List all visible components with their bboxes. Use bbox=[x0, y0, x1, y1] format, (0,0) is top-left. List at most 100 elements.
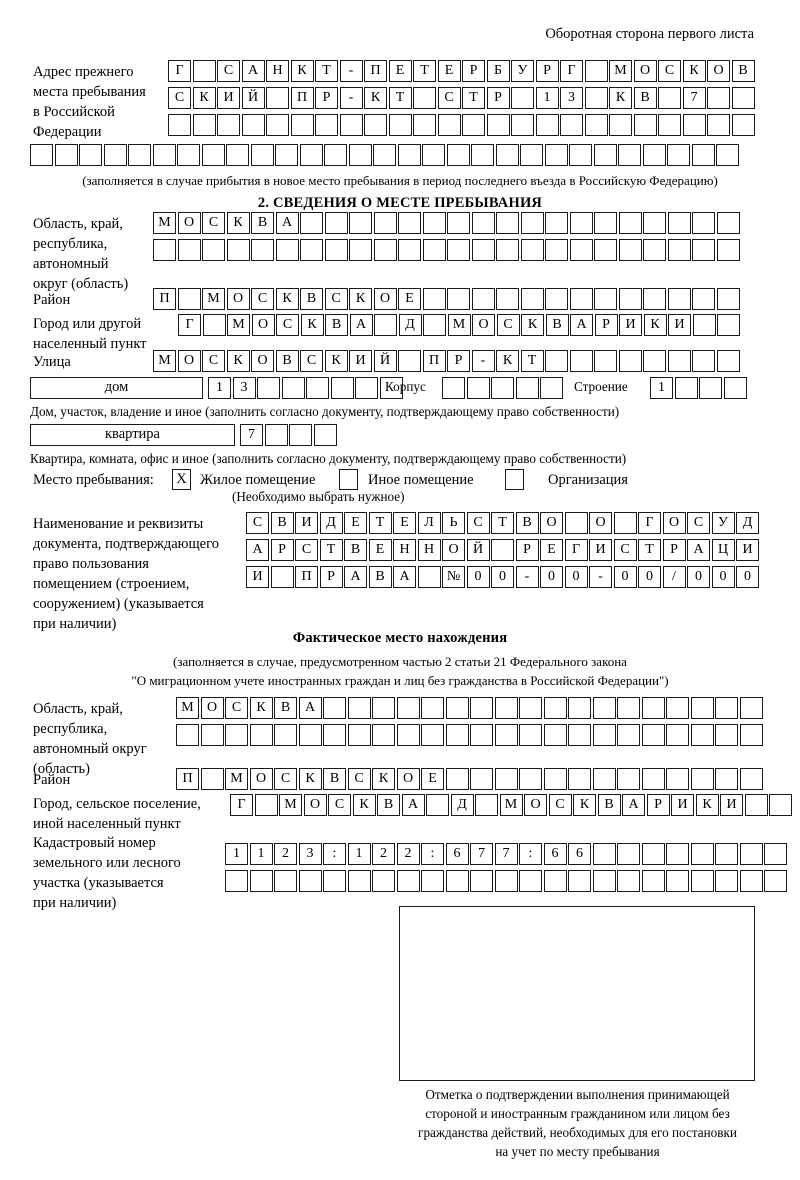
char-cell[interactable]: Д bbox=[450, 794, 474, 816]
char-cell[interactable]: В bbox=[251, 212, 274, 234]
char-cell[interactable] bbox=[568, 768, 591, 790]
char-cell[interactable] bbox=[494, 870, 518, 892]
char-cell[interactable]: : bbox=[519, 843, 542, 865]
char-cell[interactable] bbox=[421, 697, 444, 719]
char-cell[interactable] bbox=[715, 697, 738, 719]
char-cell[interactable] bbox=[421, 724, 444, 746]
char-cell[interactable]: С bbox=[466, 512, 490, 534]
char-cell[interactable] bbox=[347, 870, 371, 892]
char-cell[interactable] bbox=[486, 114, 510, 136]
char-cell[interactable]: А bbox=[349, 314, 373, 336]
char-cell[interactable] bbox=[471, 144, 494, 166]
char-cell[interactable]: - bbox=[339, 87, 363, 109]
char-cell[interactable] bbox=[495, 144, 519, 166]
char-cell[interactable] bbox=[437, 114, 461, 136]
char-cell[interactable] bbox=[152, 144, 176, 166]
char-cell[interactable] bbox=[540, 377, 563, 399]
char-cell[interactable] bbox=[388, 114, 412, 136]
char-cell[interactable]: 2 bbox=[396, 843, 420, 865]
char-cell[interactable] bbox=[275, 144, 298, 166]
char-cell[interactable] bbox=[202, 314, 226, 336]
char-cell[interactable] bbox=[692, 239, 715, 261]
char-cell[interactable] bbox=[266, 87, 289, 109]
char-cell[interactable]: В bbox=[300, 288, 323, 310]
char-cell[interactable]: Г bbox=[168, 60, 191, 82]
char-cell[interactable] bbox=[569, 239, 593, 261]
char-cell[interactable]: Н bbox=[417, 539, 441, 561]
char-cell[interactable] bbox=[54, 144, 78, 166]
char-cell[interactable]: О bbox=[177, 212, 201, 234]
char-cell[interactable] bbox=[445, 768, 469, 790]
char-cell[interactable] bbox=[426, 794, 449, 816]
char-cell[interactable] bbox=[764, 843, 787, 865]
char-cell[interactable]: В bbox=[633, 87, 657, 109]
char-cell[interactable]: В bbox=[597, 794, 621, 816]
char-cell[interactable]: О bbox=[251, 314, 275, 336]
char-cell[interactable]: 1 bbox=[249, 843, 273, 865]
checkbox-organizatsiya[interactable] bbox=[505, 469, 524, 490]
char-cell[interactable] bbox=[471, 212, 495, 234]
char-cell[interactable] bbox=[413, 114, 436, 136]
confirmation-stamp-box[interactable] bbox=[399, 906, 755, 1081]
char-cell[interactable]: П bbox=[176, 768, 199, 790]
char-cell[interactable]: И bbox=[736, 539, 759, 561]
char-cell[interactable]: 1 bbox=[225, 843, 248, 865]
char-cell[interactable] bbox=[543, 870, 567, 892]
char-cell[interactable] bbox=[445, 870, 469, 892]
char-cell[interactable] bbox=[593, 144, 617, 166]
char-cell[interactable]: Р bbox=[486, 87, 510, 109]
char-cell[interactable]: И bbox=[671, 794, 694, 816]
char-cell[interactable] bbox=[674, 377, 698, 399]
char-cell[interactable] bbox=[299, 144, 323, 166]
char-cell[interactable] bbox=[398, 239, 421, 261]
char-cell[interactable] bbox=[569, 212, 593, 234]
char-cell[interactable] bbox=[584, 87, 608, 109]
char-cell[interactable] bbox=[315, 114, 338, 136]
section2-region-row-2[interactable] bbox=[153, 239, 741, 261]
char-cell[interactable] bbox=[217, 114, 240, 136]
char-cell[interactable]: 3 bbox=[560, 87, 583, 109]
checkbox-zhiloe[interactable]: X bbox=[172, 469, 191, 490]
char-cell[interactable] bbox=[641, 724, 665, 746]
char-cell[interactable] bbox=[690, 843, 714, 865]
char-cell[interactable] bbox=[30, 144, 53, 166]
char-cell[interactable] bbox=[470, 870, 493, 892]
char-cell[interactable] bbox=[544, 144, 568, 166]
char-cell[interactable]: Т bbox=[315, 60, 338, 82]
char-cell[interactable]: Г bbox=[564, 539, 588, 561]
char-cell[interactable]: 2 bbox=[274, 843, 297, 865]
char-cell[interactable] bbox=[290, 114, 314, 136]
char-cell[interactable] bbox=[545, 239, 568, 261]
char-cell[interactable]: Л bbox=[417, 512, 441, 534]
char-cell[interactable] bbox=[396, 697, 420, 719]
char-cell[interactable]: 6 bbox=[543, 843, 567, 865]
char-cell[interactable] bbox=[257, 377, 280, 399]
char-cell[interactable] bbox=[349, 212, 372, 234]
char-cell[interactable] bbox=[641, 843, 665, 865]
char-cell[interactable]: С bbox=[225, 697, 248, 719]
char-cell[interactable] bbox=[690, 724, 714, 746]
char-cell[interactable] bbox=[592, 870, 616, 892]
char-cell[interactable] bbox=[666, 843, 689, 865]
char-cell[interactable] bbox=[281, 377, 305, 399]
char-cell[interactable] bbox=[543, 768, 567, 790]
char-cell[interactable] bbox=[568, 724, 591, 746]
char-cell[interactable] bbox=[423, 314, 446, 336]
char-cell[interactable]: О bbox=[540, 512, 563, 534]
char-cell[interactable]: А bbox=[344, 566, 367, 588]
char-cell[interactable]: В bbox=[274, 697, 297, 719]
char-cell[interactable] bbox=[470, 724, 493, 746]
char-cell[interactable] bbox=[569, 350, 593, 372]
char-cell[interactable]: С bbox=[658, 60, 681, 82]
char-cell[interactable]: И bbox=[619, 314, 642, 336]
char-cell[interactable]: С bbox=[548, 794, 572, 816]
char-cell[interactable]: 1 bbox=[535, 87, 559, 109]
char-cell[interactable]: А bbox=[401, 794, 425, 816]
char-cell[interactable]: 0 bbox=[491, 566, 514, 588]
char-cell[interactable] bbox=[475, 794, 498, 816]
char-cell[interactable]: С bbox=[687, 512, 710, 534]
char-cell[interactable]: С bbox=[251, 288, 274, 310]
char-cell[interactable]: К bbox=[226, 350, 250, 372]
char-cell[interactable]: А bbox=[687, 539, 710, 561]
